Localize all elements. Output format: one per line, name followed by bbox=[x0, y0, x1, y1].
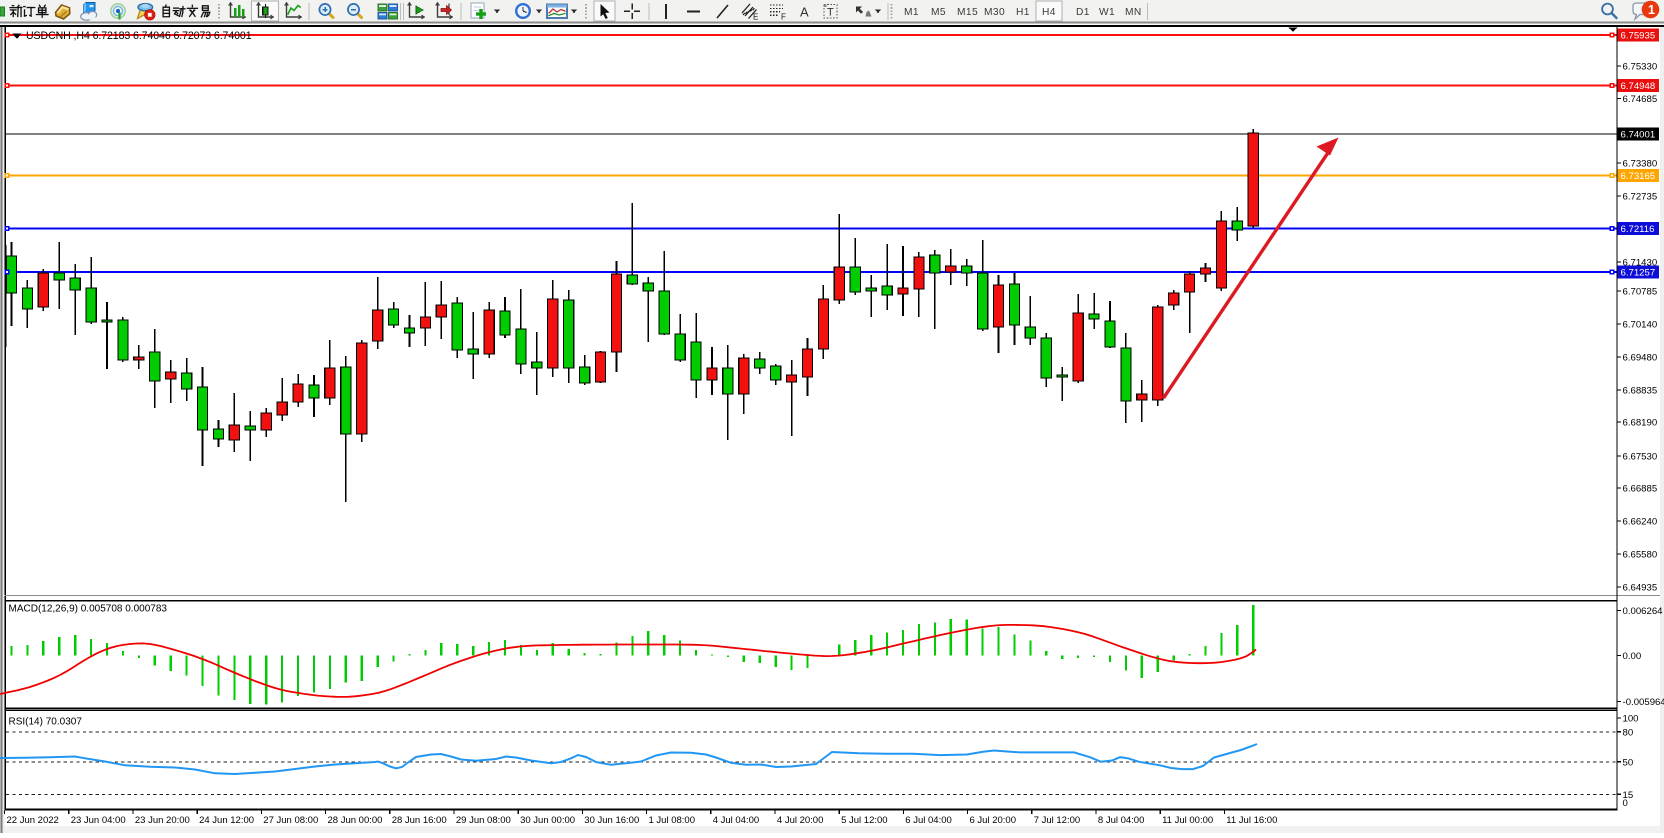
svg-text:29 Jun 08:00: 29 Jun 08:00 bbox=[456, 815, 511, 826]
svg-text:28 Jun 16:00: 28 Jun 16:00 bbox=[392, 815, 447, 826]
svg-text:M1: M1 bbox=[904, 7, 919, 18]
svg-text:MACD(12,26,9) 0.005708 0.00078: MACD(12,26,9) 0.005708 0.000783 bbox=[9, 603, 168, 614]
svg-text:5 Jul 12:00: 5 Jul 12:00 bbox=[841, 815, 887, 826]
svg-text:6.75330: 6.75330 bbox=[1623, 62, 1658, 73]
svg-text:T: T bbox=[827, 7, 834, 19]
svg-text:6.66885: 6.66885 bbox=[1623, 484, 1658, 495]
svg-text:30 Jun 16:00: 30 Jun 16:00 bbox=[584, 815, 639, 826]
svg-text:6.65580: 6.65580 bbox=[1623, 550, 1658, 561]
svg-text:6.70140: 6.70140 bbox=[1623, 320, 1658, 331]
svg-text:6.71257: 6.71257 bbox=[1621, 268, 1656, 279]
svg-text:6.70785: 6.70785 bbox=[1623, 287, 1658, 298]
svg-text:6.74685: 6.74685 bbox=[1623, 94, 1658, 105]
svg-text:RSI(14) 70.0307: RSI(14) 70.0307 bbox=[9, 716, 83, 727]
svg-text:6.73380: 6.73380 bbox=[1623, 159, 1658, 170]
svg-text:27 Jun 08:00: 27 Jun 08:00 bbox=[263, 815, 318, 826]
svg-text:6.67530: 6.67530 bbox=[1623, 452, 1658, 463]
svg-text:H1: H1 bbox=[1016, 7, 1030, 18]
svg-text:E: E bbox=[753, 13, 758, 22]
svg-text:22 Jun 2022: 22 Jun 2022 bbox=[7, 815, 59, 826]
svg-text:100: 100 bbox=[1623, 714, 1639, 725]
svg-text:30 Jun 00:00: 30 Jun 00:00 bbox=[520, 815, 575, 826]
svg-text:8 Jul 04:00: 8 Jul 04:00 bbox=[1098, 815, 1144, 826]
svg-text:USDCNH ,H4 6.72183 6.74046 6.: USDCNH ,H4 6.72183 6.74046 6.72073 6.740… bbox=[26, 30, 252, 42]
svg-text:7 Jul 12:00: 7 Jul 12:00 bbox=[1034, 815, 1080, 826]
svg-text:M30: M30 bbox=[984, 7, 1005, 18]
svg-text:23 Jun 04:00: 23 Jun 04:00 bbox=[71, 815, 126, 826]
svg-text:-0.005964: -0.005964 bbox=[1623, 697, 1664, 708]
svg-text:1: 1 bbox=[1648, 3, 1655, 17]
svg-text:H4: H4 bbox=[1042, 7, 1056, 18]
svg-text:W1: W1 bbox=[1099, 7, 1115, 18]
svg-text:F: F bbox=[781, 13, 786, 22]
svg-text:6.75935: 6.75935 bbox=[1621, 31, 1656, 42]
svg-text:0.006264: 0.006264 bbox=[1623, 606, 1664, 617]
svg-text:6 Jul 20:00: 6 Jul 20:00 bbox=[970, 815, 1016, 826]
svg-text:11 Jul 16:00: 11 Jul 16:00 bbox=[1226, 815, 1277, 826]
svg-text:0: 0 bbox=[1623, 798, 1628, 809]
svg-text:M5: M5 bbox=[931, 7, 946, 18]
svg-text:6.72116: 6.72116 bbox=[1621, 224, 1655, 235]
svg-text:6.64935: 6.64935 bbox=[1623, 583, 1658, 594]
svg-text:D1: D1 bbox=[1076, 7, 1090, 18]
svg-text:11 Jul 00:00: 11 Jul 00:00 bbox=[1162, 815, 1213, 826]
svg-text:6.73165: 6.73165 bbox=[1621, 171, 1656, 182]
svg-text:A: A bbox=[800, 5, 809, 20]
svg-text:28 Jun 00:00: 28 Jun 00:00 bbox=[328, 815, 383, 826]
svg-text:6 Jul 04:00: 6 Jul 04:00 bbox=[905, 815, 951, 826]
svg-text:6.72735: 6.72735 bbox=[1623, 192, 1658, 203]
svg-text:80: 80 bbox=[1623, 727, 1634, 738]
svg-text:6.74001: 6.74001 bbox=[1621, 130, 1656, 141]
svg-text:6.68190: 6.68190 bbox=[1623, 418, 1658, 429]
svg-text:4 Jul 20:00: 4 Jul 20:00 bbox=[777, 815, 823, 826]
svg-text:6.69480: 6.69480 bbox=[1623, 353, 1658, 364]
svg-text:M15: M15 bbox=[957, 7, 978, 18]
svg-text:0.00: 0.00 bbox=[1623, 651, 1642, 662]
svg-text:23 Jun 20:00: 23 Jun 20:00 bbox=[135, 815, 190, 826]
svg-text:24 Jun 12:00: 24 Jun 12:00 bbox=[199, 815, 254, 826]
svg-text:4 Jul 04:00: 4 Jul 04:00 bbox=[713, 815, 759, 826]
svg-text:6.68835: 6.68835 bbox=[1623, 386, 1658, 397]
svg-text:1 Jul 08:00: 1 Jul 08:00 bbox=[649, 815, 695, 826]
svg-text:6.66240: 6.66240 bbox=[1623, 517, 1658, 528]
svg-text:6.74948: 6.74948 bbox=[1621, 81, 1656, 92]
svg-text:MN: MN bbox=[1125, 7, 1142, 18]
svg-text:50: 50 bbox=[1623, 757, 1634, 768]
